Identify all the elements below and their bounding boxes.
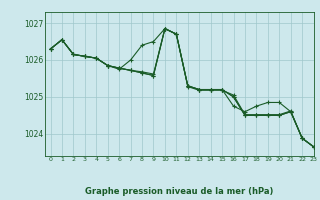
Text: Graphe pression niveau de la mer (hPa): Graphe pression niveau de la mer (hPa) [85, 187, 273, 196]
